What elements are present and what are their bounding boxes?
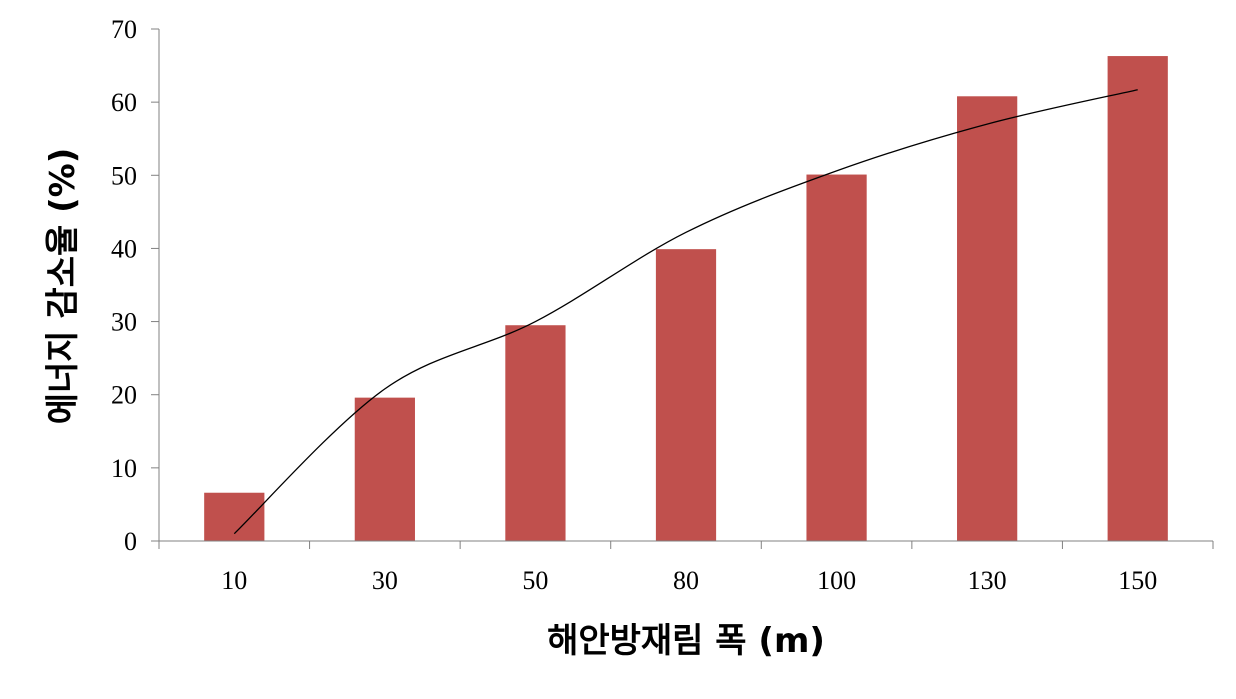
bars-group (204, 56, 1168, 542)
bar-150 (1107, 56, 1168, 542)
x-tick-labels: 10 30 50 80 100 130 150 (221, 566, 1157, 595)
y-tick-label-50: 50 (111, 161, 137, 190)
x-tick-label-150: 150 (1118, 566, 1157, 595)
x-tick-label-80: 80 (673, 566, 699, 595)
trendline (233, 89, 1138, 535)
y-tick-label-20: 20 (111, 381, 137, 410)
trendline-group (233, 89, 1138, 535)
y-tick-label-70: 70 (111, 15, 137, 44)
x-tick-label-130: 130 (968, 566, 1007, 595)
x-tick-label-100: 100 (817, 566, 856, 595)
y-tick-label-10: 10 (111, 454, 137, 483)
y-tick-label-30: 30 (111, 308, 137, 337)
bar-10 (204, 492, 265, 541)
x-tick-label-30: 30 (372, 566, 398, 595)
x-tick-label-10: 10 (221, 566, 247, 595)
bar-130 (957, 96, 1018, 541)
bar-50 (505, 325, 566, 541)
y-tick-label-40: 40 (111, 234, 137, 263)
x-axis-title: 해안방재림 폭 (m) (547, 621, 825, 661)
y-axis-title: 에너지 감소율 (%) (43, 148, 83, 425)
y-tick-label-0: 0 (124, 527, 137, 556)
bar-100 (806, 174, 867, 542)
y-tick-labels: 0 10 20 30 40 50 60 70 (111, 15, 137, 556)
axes-group (151, 28, 1214, 549)
x-tick-label-50: 50 (522, 566, 548, 595)
bar-30 (354, 397, 415, 541)
bar-80 (655, 249, 717, 541)
y-tick-label-60: 60 (111, 88, 137, 117)
